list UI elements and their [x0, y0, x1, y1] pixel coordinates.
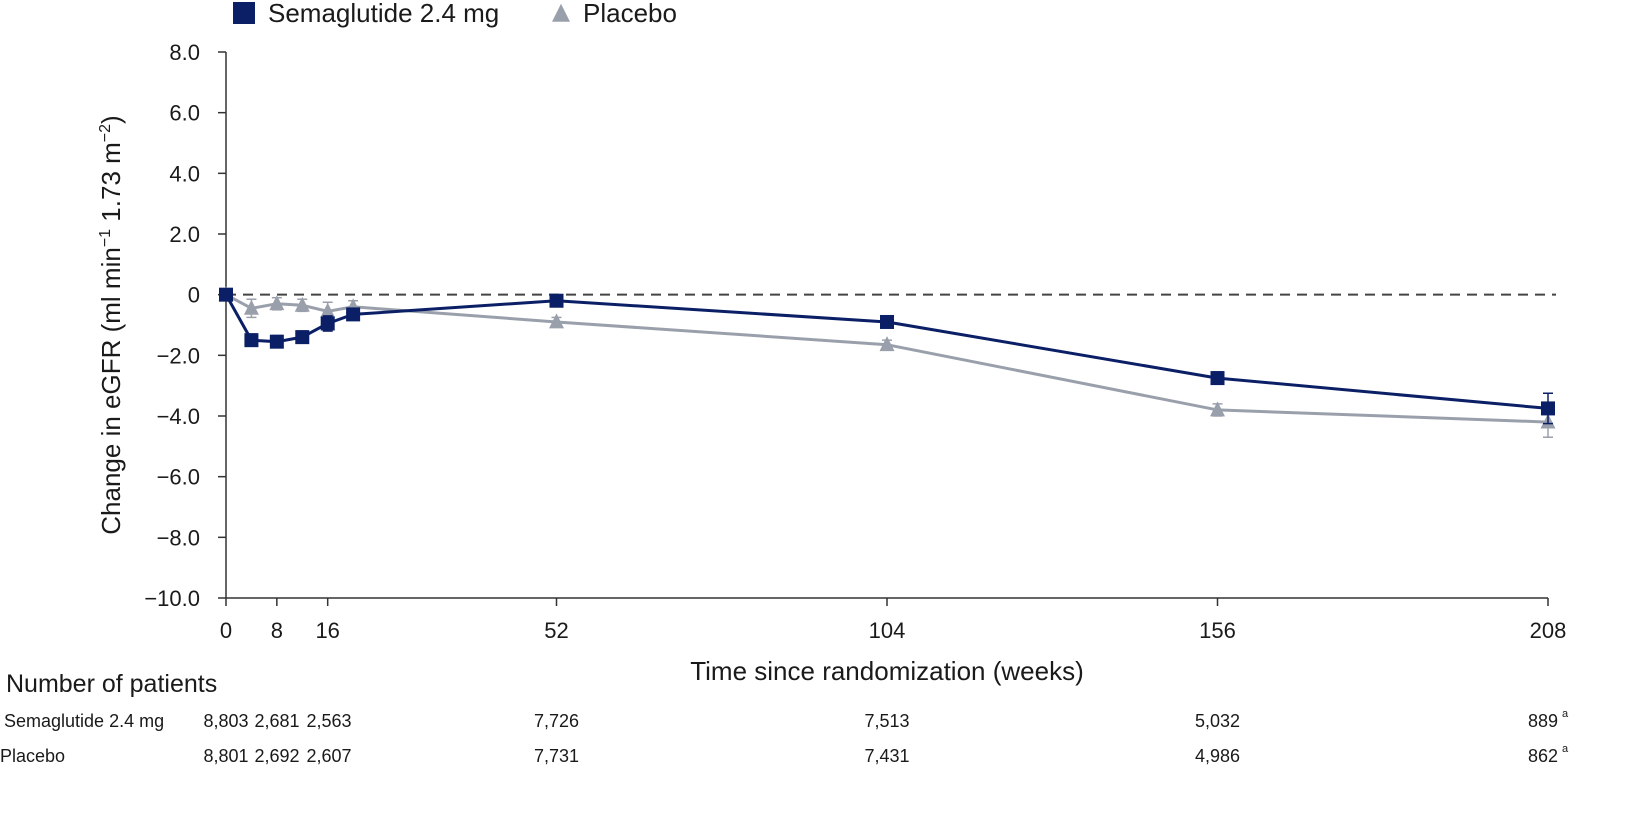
- x-tick-label: 0: [220, 618, 232, 643]
- x-tick-label: 52: [544, 618, 568, 643]
- y-tick-label: 8.0: [169, 40, 200, 65]
- patients-count: 2,692: [254, 746, 299, 766]
- patients-count: 889: [1528, 711, 1558, 731]
- y-tick-label: 6.0: [169, 101, 200, 126]
- y-tick-label: 2.0: [169, 222, 200, 247]
- patients-table: Number of patients Semaglutide 2.4 mg 8,80…: [0, 670, 1569, 766]
- y-axis-title: Change in eGFR (ml min−1 1.73 m−2): [96, 115, 126, 534]
- legend-label-placebo: Placebo: [583, 0, 677, 28]
- patients-count: 8,801: [203, 746, 248, 766]
- data-point: [295, 330, 310, 345]
- x-tick-label: 156: [1199, 618, 1236, 643]
- data-point: [346, 307, 361, 322]
- patients-count: 8,803: [203, 711, 248, 731]
- data-point: [879, 336, 895, 352]
- y-tick-label: −10.0: [144, 586, 200, 611]
- x-tick-label: 16: [315, 618, 339, 643]
- data-point: [1210, 371, 1225, 386]
- y-tick-label: −6.0: [157, 465, 200, 490]
- patients-footnote-marker: a: [1562, 708, 1569, 720]
- legend-label-semaglutide: Semaglutide 2.4 mg: [268, 0, 499, 28]
- y-axis-title-superscript: −1: [97, 229, 114, 247]
- data-point: [244, 333, 259, 348]
- patients-count: 2,681: [254, 711, 299, 731]
- patients-row-label: Placebo: [0, 746, 65, 766]
- legend-marker-semaglutide: [233, 2, 255, 24]
- y-tick-label: −2.0: [157, 343, 200, 368]
- y-axis-title-part: Change in eGFR (ml min: [96, 247, 126, 535]
- data-point: [269, 295, 285, 311]
- patients-count: 4,986: [1195, 746, 1240, 766]
- legend-marker-placebo: [552, 3, 570, 22]
- data-point: [219, 287, 233, 302]
- patients-count: 2,607: [306, 746, 351, 766]
- data-point: [1210, 401, 1225, 417]
- patients-count: 7,726: [534, 711, 579, 731]
- y-tick-label: −8.0: [157, 525, 200, 550]
- patients-count: 7,513: [864, 711, 909, 731]
- series-line: [224, 293, 1549, 410]
- series-line: [225, 293, 1549, 424]
- data-point: [320, 316, 335, 331]
- data-point: [269, 334, 284, 349]
- legend: Semaglutide 2.4 mg Placebo: [233, 0, 677, 28]
- data-point: [1541, 401, 1555, 416]
- x-tick-label: 8: [271, 618, 283, 643]
- patients-count: 7,731: [534, 746, 579, 766]
- y-tick-label: 4.0: [169, 161, 200, 186]
- y-axis-title-superscript: −2: [97, 124, 114, 142]
- y-tick-label: 0: [188, 283, 200, 308]
- data-point: [320, 302, 336, 318]
- patients-count: 862: [1528, 746, 1558, 766]
- data-point: [549, 293, 564, 308]
- patients-footnote-marker: a: [1562, 743, 1569, 755]
- data-point: [294, 296, 310, 312]
- patients-row-label: Semaglutide 2.4 mg: [4, 711, 164, 731]
- data-point: [243, 299, 259, 315]
- y-axis-title-part: 1.73 m: [96, 142, 126, 229]
- series-semaglutide: [219, 287, 1555, 425]
- data-point: [880, 314, 894, 329]
- x-tick-label: 104: [869, 618, 906, 643]
- patients-count: 7,431: [864, 746, 909, 766]
- patients-count: 2,563: [306, 711, 351, 731]
- series-group: [218, 286, 1556, 438]
- patients-count: 5,032: [1195, 711, 1240, 731]
- data-point: [549, 313, 564, 329]
- y-axis-title-part: ): [96, 115, 126, 124]
- x-axis-title: Time since randomization (weeks): [690, 656, 1084, 686]
- patients-title: Number of patients: [6, 670, 217, 698]
- y-tick-label: −4.0: [157, 404, 200, 429]
- axes: 8.0 6.0 4.0 2.0 0 −2.0 −4.0 −6.0 −8.0 −10.0 0 8 16 52…: [96, 40, 1566, 686]
- x-tick-label: 208: [1530, 618, 1567, 643]
